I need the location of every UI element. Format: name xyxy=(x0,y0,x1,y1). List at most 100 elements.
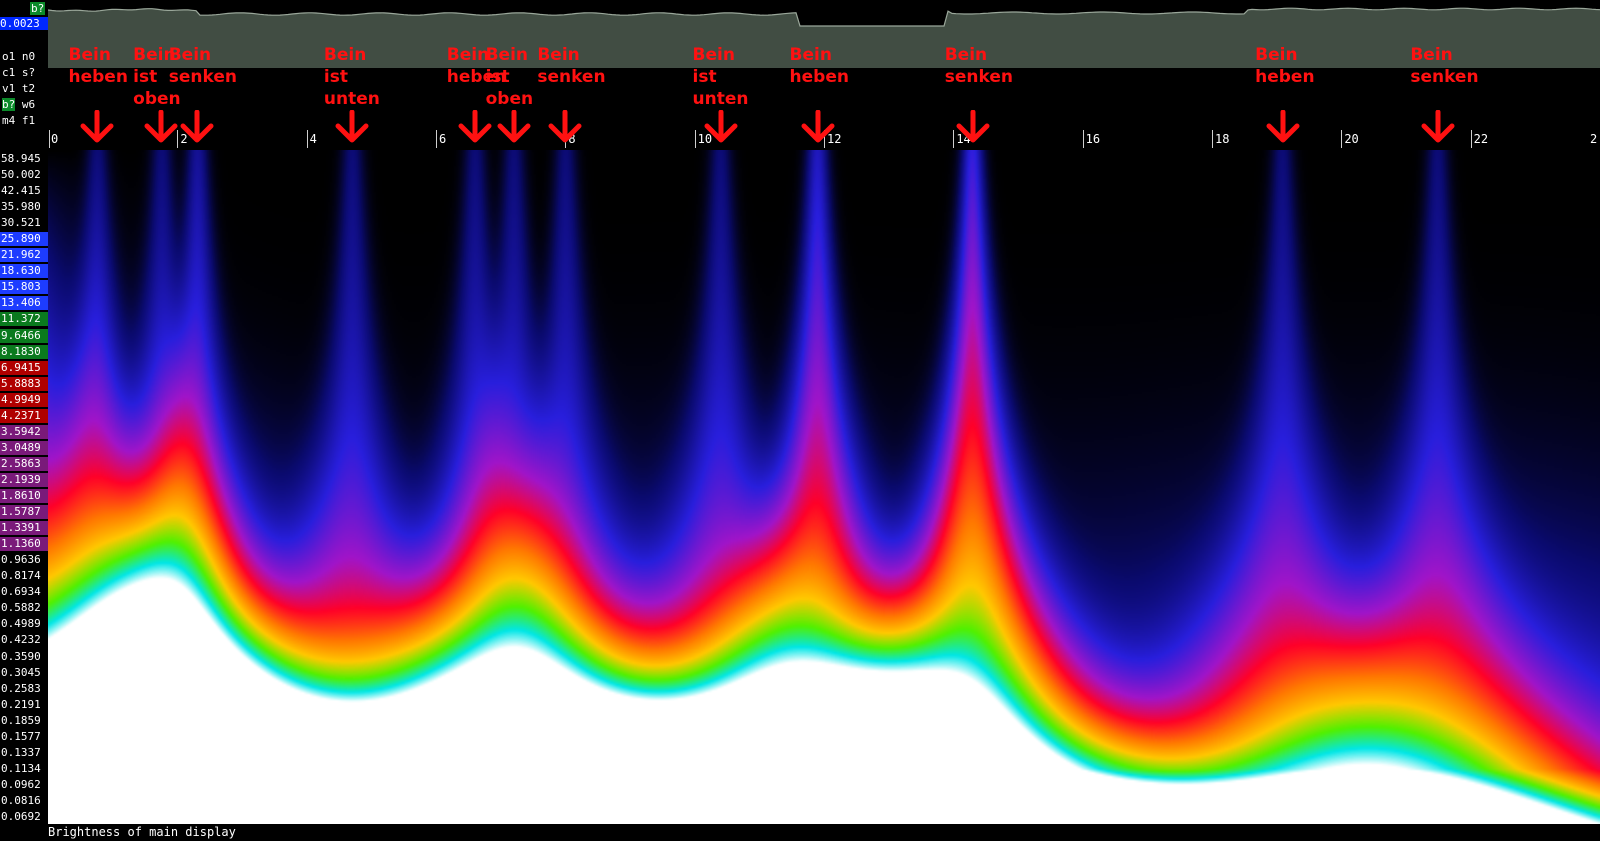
annotation-label: Bein ist unten xyxy=(692,45,749,109)
key-value: s? xyxy=(21,66,36,79)
x-tick-mark xyxy=(953,130,955,148)
y-tick-label: 0.2583 xyxy=(0,681,48,696)
key-value: w6 xyxy=(21,98,36,111)
y-tick-label: 42.415 xyxy=(0,184,48,199)
left-panel: b? 0.0023 o1 n0 c1 s? v1 t2 b? w6 m4 f1 58.9… xyxy=(0,0,48,841)
waveform-overview[interactable] xyxy=(48,0,1600,68)
x-tick-label: 0 xyxy=(51,132,59,146)
x-tick-label: 12 xyxy=(827,132,842,146)
key-row[interactable]: b? w6 xyxy=(2,98,35,111)
x-tick-mark xyxy=(824,130,825,148)
annotation-label: Bein senken xyxy=(944,45,1013,87)
y-tick-label: 0.0816 xyxy=(0,793,48,808)
y-tick-label: 0.2191 xyxy=(0,697,48,712)
y-tick-label: 25.890 xyxy=(0,232,48,247)
y-tick-label: 0.1859 xyxy=(0,713,48,728)
x-tick-mark xyxy=(49,130,50,148)
y-tick-label: 4.2371 xyxy=(0,408,48,423)
annotation-label: Bein heben xyxy=(446,45,507,87)
annotation-arrow xyxy=(548,110,582,143)
x-tick-label: 2 xyxy=(180,132,188,146)
annotation-label: Bein heben xyxy=(789,45,849,87)
tag-top[interactable]: b? xyxy=(30,2,46,15)
y-tick-label: 0.3590 xyxy=(0,649,48,664)
y-tick-label: 50.002 xyxy=(0,168,48,183)
key-code: o1 xyxy=(2,50,16,63)
y-tick-label: 0.5882 xyxy=(0,601,48,616)
y-tick-label: 0.4989 xyxy=(0,617,48,632)
waveform-edge xyxy=(48,7,1600,27)
annotation-arrow xyxy=(1266,110,1300,143)
key-code: v1 xyxy=(2,82,16,95)
y-tick-label: 21.962 xyxy=(0,248,48,263)
scalogram-heatmap[interactable] xyxy=(48,150,1600,824)
y-tick-label: 2.1939 xyxy=(0,472,48,487)
y-tick-label: 3.5942 xyxy=(0,424,48,439)
waveform-area xyxy=(48,8,1600,68)
annotation-arrow xyxy=(704,110,738,143)
key-row[interactable]: v1 t2 xyxy=(2,82,35,95)
y-tick-label: 0.3045 xyxy=(0,665,48,680)
key-row[interactable]: m4 f1 xyxy=(2,114,35,127)
annotation-label: Bein ist unten xyxy=(323,45,380,109)
y-tick-label: 9.6466 xyxy=(0,328,48,343)
y-tick-label: 15.803 xyxy=(0,280,48,295)
y-tick-label: 0.0962 xyxy=(0,777,48,792)
x-tick-mark xyxy=(306,130,308,148)
key-code: c1 xyxy=(2,66,16,79)
y-tick-label: 18.630 xyxy=(0,264,48,279)
annotation-label: Bein heben xyxy=(1255,45,1315,87)
y-tick-label: 58.945 xyxy=(0,152,48,166)
x-tick-mark xyxy=(1470,130,1472,148)
x-tick-label: 2 xyxy=(1590,132,1598,146)
x-tick-label: 10 xyxy=(697,132,713,146)
y-tick-label: 5.8883 xyxy=(0,376,48,391)
status-bar: Brightness of main display xyxy=(48,824,1600,841)
annotation-arrow xyxy=(180,110,214,143)
y-tick-label: 0.1577 xyxy=(0,729,48,744)
y-tick-label: 8.1830 xyxy=(0,344,48,359)
y-tick-label: 30.521 xyxy=(0,216,48,231)
annotation-label: Bein senken xyxy=(168,45,237,87)
x-tick-mark xyxy=(1082,130,1084,148)
annotation-arrow xyxy=(1421,110,1455,143)
y-tick-label: 13.406 xyxy=(0,296,48,311)
y-tick-label: 0.1134 xyxy=(0,761,48,776)
y-tick-label: 0.1337 xyxy=(0,745,48,760)
y-tick-label: 1.3391 xyxy=(0,521,48,536)
x-tick-label: 6 xyxy=(439,132,447,146)
x-tick-mark xyxy=(177,130,179,148)
x-tick-mark xyxy=(1341,130,1343,148)
top-value-readout: 0.0023 xyxy=(0,17,48,30)
y-tick-label: 0.4232 xyxy=(0,633,48,648)
key-row[interactable]: c1 s? xyxy=(2,66,35,79)
annotation-label: Bein ist oben xyxy=(485,45,534,109)
y-tick-label: 4.9949 xyxy=(0,392,48,407)
key-value: n0 xyxy=(21,50,36,63)
y-tick-label: 0.8174 xyxy=(0,569,48,584)
y-tick-label: 0.6934 xyxy=(0,585,48,600)
key-code: b? xyxy=(2,98,16,111)
annotation-arrow xyxy=(144,110,178,143)
y-tick-label: 1.8610 xyxy=(0,489,48,504)
x-tick-mark xyxy=(1212,130,1213,148)
y-tick-label: 2.5863 xyxy=(0,456,48,471)
y-tick-label: 1.5787 xyxy=(0,505,48,520)
annotation-arrow xyxy=(956,110,990,143)
x-tick-label: 4 xyxy=(309,132,317,146)
annotation-arrow xyxy=(80,110,113,143)
key-value: f1 xyxy=(21,114,36,127)
y-tick-label: 35.980 xyxy=(0,200,48,215)
annotation-arrow xyxy=(497,110,531,143)
annotation-label: Bein heben xyxy=(68,45,128,87)
annotation-label: Bein ist oben xyxy=(133,45,181,109)
y-tick-label: 11.372 xyxy=(0,312,48,327)
x-tick-label: 22 xyxy=(1473,132,1489,146)
annotation-arrow xyxy=(458,110,492,143)
x-tick-label: 8 xyxy=(568,132,576,146)
key-row[interactable]: o1 n0 xyxy=(2,50,35,63)
x-tick-label: 20 xyxy=(1344,132,1359,146)
key-value: t2 xyxy=(21,82,36,95)
y-tick-label: 0.9636 xyxy=(0,553,48,568)
annotation-arrow xyxy=(335,110,369,143)
